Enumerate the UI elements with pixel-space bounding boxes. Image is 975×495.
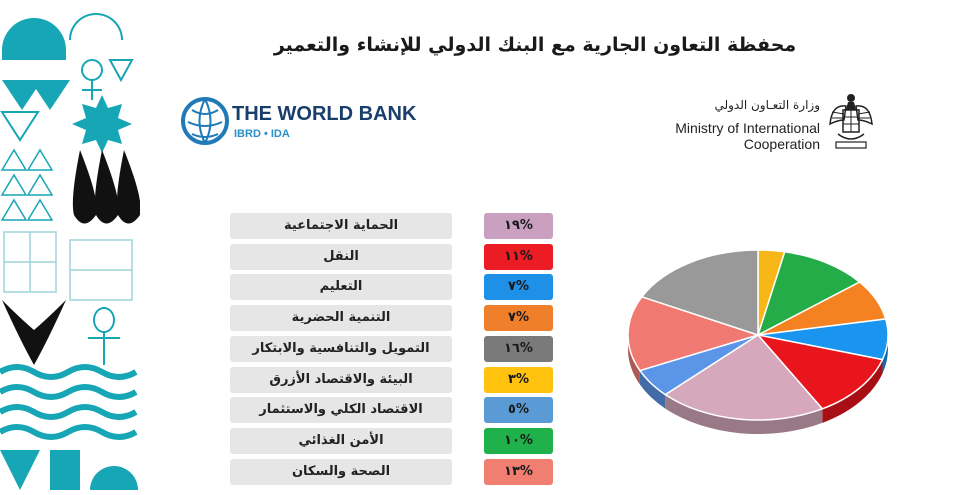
pie-slice <box>755 333 884 410</box>
pattern-lotus <box>2 300 66 365</box>
pattern-waves <box>0 364 138 440</box>
pie-slice <box>640 249 759 337</box>
world-bank-logo: THE WORLD BANK IBRD • IDA <box>180 96 430 152</box>
pattern-black-drops <box>72 150 140 224</box>
page-title: محفظة التعاون الجارية مع البنك الدولي لل… <box>273 34 797 56</box>
legend-category-label: الأمن الغذائي <box>230 427 452 454</box>
world-bank-name: THE WORLD BANK <box>232 103 417 125</box>
pattern-small-triangles <box>0 148 54 221</box>
legend-category-label: التعليم <box>230 274 452 301</box>
legend-row: الصحة والسكان %١٣ <box>230 458 553 485</box>
legend-row: النقل %١١ <box>230 243 553 270</box>
egypt-eagle-emblem-icon <box>829 94 873 149</box>
legend-row: التعليم %٧ <box>230 274 553 301</box>
legend-row: التمويل والتنافسية والابتكار %١٦ <box>230 335 553 362</box>
legend-category-label: الحماية الاجتماعية <box>230 213 452 239</box>
pattern-outline-grid <box>3 231 133 301</box>
pie-slice-side <box>822 359 883 423</box>
legend-percent-label: %٧ <box>484 274 553 301</box>
pie-chart <box>627 249 889 434</box>
legend-row: الأمن الغذائي %١٠ <box>230 427 553 454</box>
legend-percent-label: %٧ <box>484 305 553 332</box>
legend-category-label: التمويل والتنافسية والابتكار <box>230 335 452 362</box>
legend-percent-label: %٣ <box>484 366 553 393</box>
legend-category-label: البيئة والاقتصاد الأزرق <box>230 366 452 393</box>
ministry-logo: وزارة التعـاون الدولي Ministry of Intern… <box>640 86 880 158</box>
pie-slice <box>756 250 861 337</box>
pattern-ankh <box>88 307 120 365</box>
legend-percent-label: %٥ <box>484 397 553 424</box>
pattern-triangles <box>0 80 70 142</box>
world-bank-globe-icon <box>181 97 229 145</box>
ministry-english-line1: Ministry of International <box>675 120 820 136</box>
legend-row: التنمية الحضرية %٧ <box>230 305 553 332</box>
legend-percent-label: %١١ <box>484 243 553 270</box>
ministry-arabic-name: وزارة التعـاون الدولي <box>714 98 820 112</box>
legend-category-label: التنمية الحضرية <box>230 305 452 332</box>
pattern-bottom-shapes <box>0 450 138 490</box>
pie-slice-side <box>639 370 666 409</box>
pattern-flower-outline <box>81 59 134 100</box>
legend-category-label: الصحة والسكان <box>230 458 452 485</box>
pattern-top-arches <box>2 13 123 60</box>
ministry-english-line2: Cooperation <box>743 136 820 152</box>
pie-slice-side <box>665 394 823 434</box>
pattern-sun <box>72 95 132 153</box>
legend-category-label: النقل <box>230 243 452 270</box>
world-bank-subtitle: IBRD • IDA <box>234 128 290 140</box>
legend-percent-label: %١٦ <box>484 335 553 362</box>
pie-slice <box>627 295 761 372</box>
legend-percent-label: %١٠ <box>484 427 553 454</box>
legend-row: الحماية الاجتماعية %١٩ <box>230 213 553 239</box>
legend-percent-label: %١٣ <box>484 458 553 485</box>
legend-category-label: الاقتصاد الكلي والاستثمار <box>230 397 452 424</box>
legend-percent-label: %١٩ <box>484 213 553 239</box>
pie-slice <box>663 334 824 421</box>
pie-slice-side <box>628 335 640 385</box>
legend-row: البيئة والاقتصاد الأزرق %٣ <box>230 366 553 393</box>
legend-row: الاقتصاد الكلي والاستثمار %٥ <box>230 397 553 424</box>
decorative-pattern <box>0 13 140 490</box>
